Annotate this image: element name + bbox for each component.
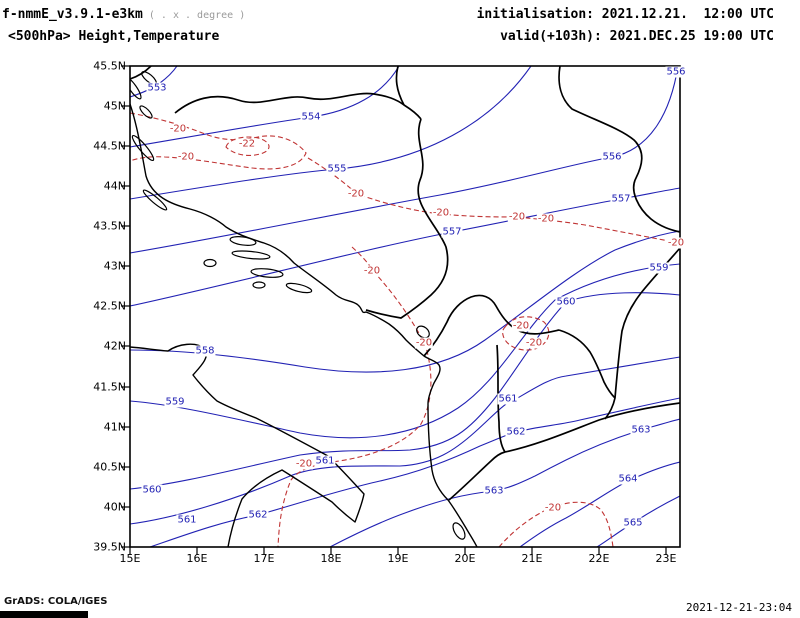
island-lastovo xyxy=(252,281,266,289)
field-title: <500hPa> Height,Temperature xyxy=(8,29,220,44)
height-contour-560 xyxy=(130,292,680,490)
height-contour-561 xyxy=(130,356,680,525)
tick-marks xyxy=(121,65,667,555)
coastline-adriatic-east xyxy=(130,103,478,547)
temp-contour-minus20-tongue xyxy=(130,112,307,170)
coastline-italy xyxy=(130,343,365,547)
height-contour-563 xyxy=(329,418,680,547)
border-croatia-bosnia xyxy=(174,92,422,120)
temp-contour-minus20-cell xyxy=(502,316,550,351)
height-contour-555 xyxy=(130,66,532,200)
temp-contour-minus20-bottom-tongue xyxy=(498,501,614,547)
bottom-left-black-bar xyxy=(0,611,88,618)
island-rab xyxy=(139,105,153,119)
border-albania-macedonia xyxy=(496,344,506,453)
border-kosovo-macedonia xyxy=(558,329,616,399)
height-contour-564 xyxy=(519,461,680,547)
island-pag xyxy=(131,134,155,162)
map-frame xyxy=(129,65,681,548)
height-contours xyxy=(130,66,680,547)
height-contour-554 xyxy=(130,66,400,148)
border-drina-bosnia-serbia xyxy=(365,118,449,319)
temp-contour-minus20-main xyxy=(307,157,680,244)
height-contour-558 xyxy=(130,230,680,373)
height-contour-556 xyxy=(130,66,679,254)
height-contour-553 xyxy=(130,66,178,98)
island-hvar xyxy=(231,250,271,260)
height-contour-557 xyxy=(130,187,680,307)
border-croatia-serbia xyxy=(395,66,405,106)
height-contour-559 xyxy=(130,263,680,439)
temp-contour-minus22-cell xyxy=(225,136,270,156)
grads-credit: GrADS: COLA/IGES xyxy=(4,596,108,607)
island-dugi-otok xyxy=(142,189,168,211)
border-serbia-romania xyxy=(558,66,680,233)
model-name: f-nmmE_v3.9.1-e3km xyxy=(2,7,143,22)
island-vis xyxy=(203,258,217,268)
island-mljet xyxy=(285,282,313,294)
island-brac xyxy=(229,236,257,246)
border-macedonia-greece xyxy=(504,402,680,453)
init-time-label: initialisation: 2021.12.21. 12:00 UTC xyxy=(476,7,774,22)
grid-degree-note: ( . x . degree ) xyxy=(148,10,246,21)
country-borders xyxy=(130,66,680,501)
border-serbia-bulgaria xyxy=(604,247,680,420)
coastlines xyxy=(130,71,478,547)
border-albania-greece xyxy=(448,451,506,501)
island-korcula xyxy=(250,268,284,278)
lake-shkodra xyxy=(416,325,430,339)
valid-time-label: valid(+103h): 2021.DEC.25 19:00 UTC xyxy=(500,29,774,44)
island-corfu xyxy=(452,522,466,540)
header-model-line: f-nmmE_v3.9.1-e3km ( . x . degree ) xyxy=(2,7,245,22)
temperature-contours xyxy=(130,112,680,547)
height-contour-565 xyxy=(596,495,680,547)
render-timestamp: 2021-12-21-23:04 xyxy=(686,601,792,614)
border-slovenia-croatia xyxy=(130,66,152,80)
island-cres xyxy=(130,76,142,100)
